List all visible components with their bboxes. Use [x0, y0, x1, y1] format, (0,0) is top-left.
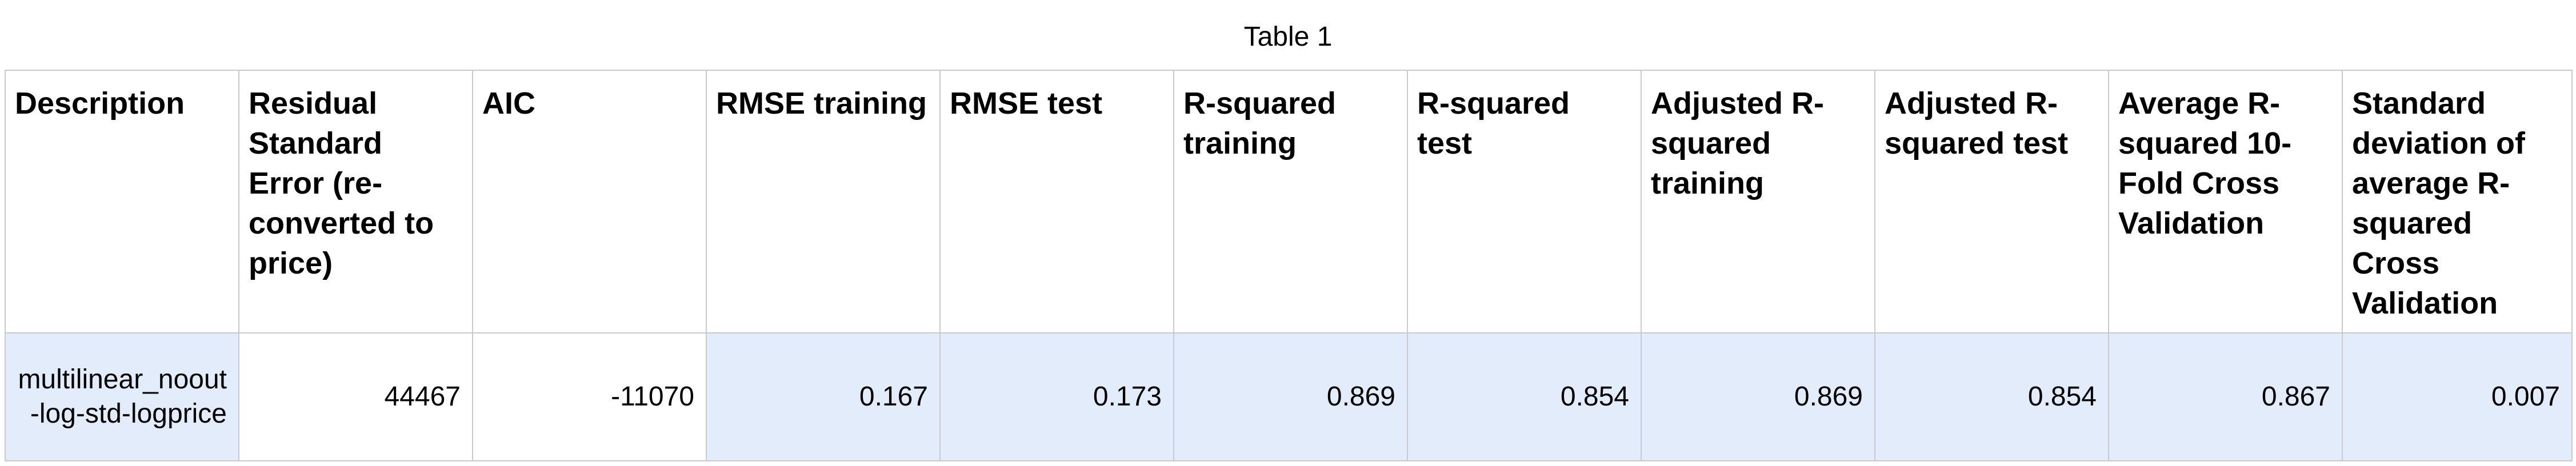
cell-description: multilinear_noout-log-std-logprice: [5, 332, 239, 461]
header-average-r-squared-cv: Average R-squared 10-Fold Cross Validati…: [2108, 70, 2343, 334]
results-table: Description Residual Standard Error (re-…: [5, 70, 2573, 461]
cell-r-squared-test: 0.854: [1407, 332, 1642, 461]
table-row: multilinear_noout-log-std-logprice 44467…: [5, 332, 2573, 461]
header-adjusted-r-squared-test: Adjusted R-squared test: [1874, 70, 2109, 334]
header-description: Description: [5, 70, 239, 334]
cell-rmse-training: 0.167: [706, 332, 941, 461]
header-std-dev-r-squared-cv: Standard deviation of average R-squared …: [2342, 70, 2573, 334]
header-residual-standard-error: Residual Standard Error (re-converted to…: [238, 70, 473, 334]
header-rmse-test: RMSE test: [939, 70, 1174, 334]
cell-average-r-squared-cv: 0.867: [2108, 332, 2343, 461]
header-row: Description Residual Standard Error (re-…: [5, 70, 2573, 334]
header-r-squared-training: R-squared training: [1173, 70, 1408, 334]
cell-aic: -11070: [472, 332, 707, 461]
header-adjusted-r-squared-training: Adjusted R-squared training: [1641, 70, 1875, 334]
cell-adjusted-r-squared-training: 0.869: [1641, 332, 1875, 461]
cell-residual-standard-error: 44467: [238, 332, 473, 461]
header-r-squared-test: R-squared test: [1407, 70, 1642, 334]
cell-std-dev-r-squared-cv: 0.007: [2342, 332, 2573, 461]
cell-r-squared-training: 0.869: [1173, 332, 1408, 461]
cell-rmse-test: 0.173: [939, 332, 1174, 461]
header-rmse-training: RMSE training: [706, 70, 941, 334]
cell-adjusted-r-squared-test: 0.854: [1874, 332, 2109, 461]
header-aic: AIC: [472, 70, 707, 334]
table-caption: Table 1: [1243, 22, 1333, 52]
